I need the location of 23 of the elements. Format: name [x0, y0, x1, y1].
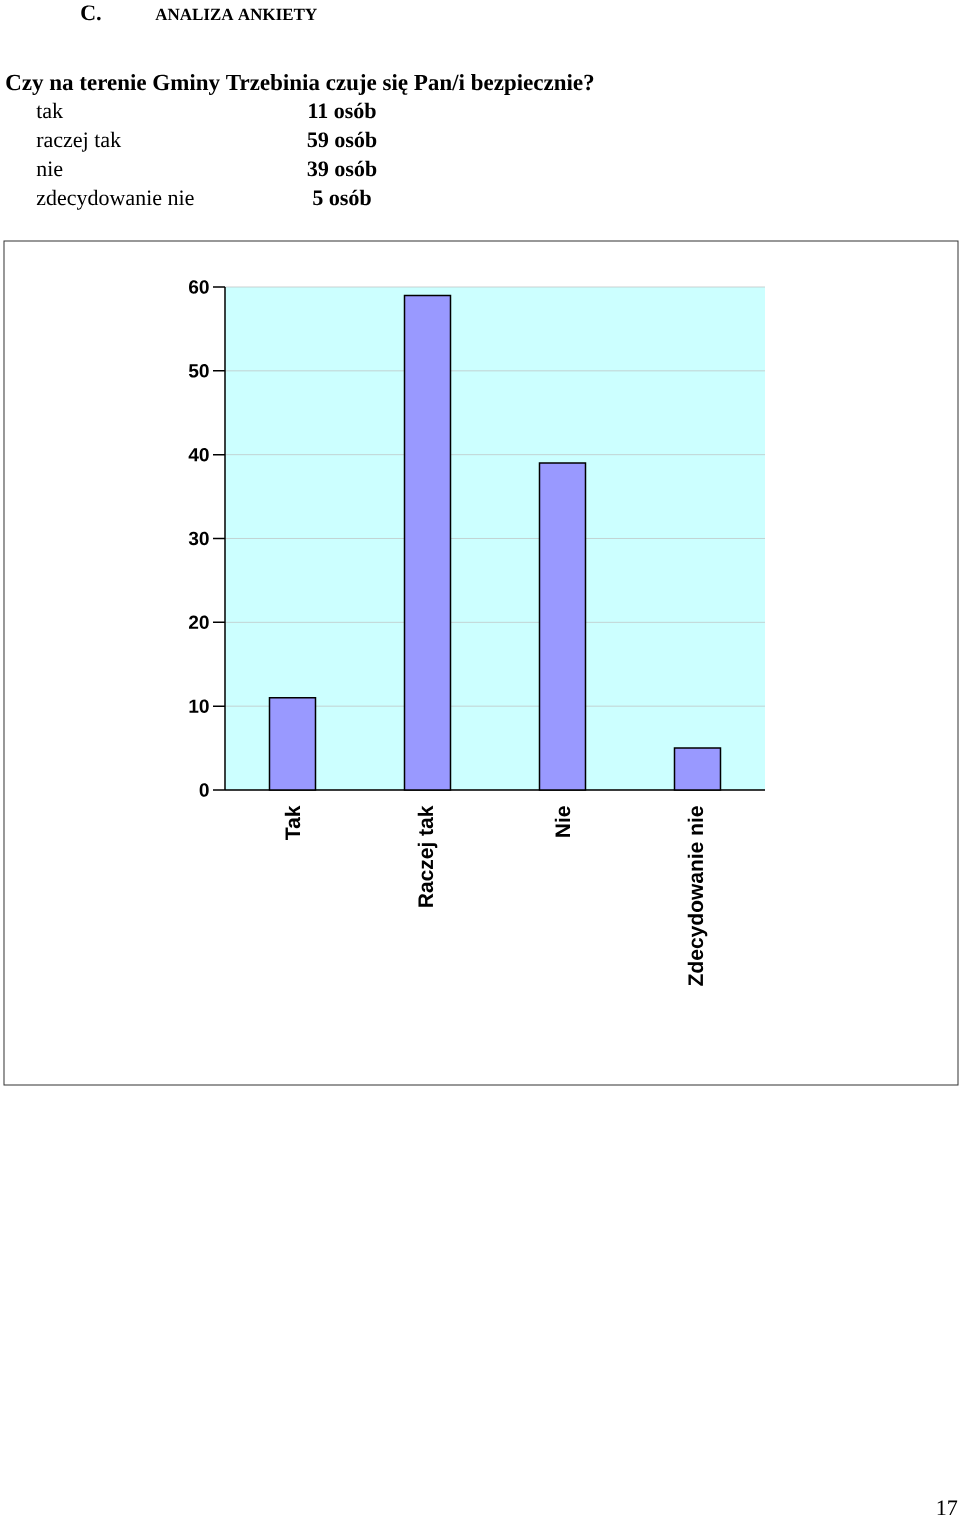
y-tick-label: 40: [188, 447, 209, 462]
y-tick-label: 30: [188, 531, 209, 546]
text: nie: [36, 161, 63, 177]
text: 59 osób: [307, 131, 377, 148]
y-tick-label: 10: [189, 699, 209, 713]
text: zdecydowanie nie: [36, 189, 194, 210]
text: ANALIZA ANKIETY: [155, 8, 317, 20]
text: 11 osób: [309, 102, 376, 119]
text: 17: [937, 1500, 958, 1515]
x-tick-label: Raczej tak: [417, 805, 438, 907]
text: raczej tak: [36, 131, 122, 152]
y-tick-label: 0: [199, 783, 209, 797]
text: C.: [81, 5, 101, 21]
x-tick-label: Nie: [554, 806, 571, 837]
text: 5 osób: [313, 189, 371, 206]
text: 39 osób: [307, 160, 377, 177]
chart-title: Czy na terenie Gminy Trzebinia czuje się Pan/i bezpiecznie?: [6, 74, 594, 95]
x-tick-label: Tak: [284, 805, 301, 840]
y-tick-label: 20: [188, 615, 209, 630]
y-tick-label: 50: [188, 364, 209, 378]
text: tak: [36, 102, 64, 119]
x-tick-label: Zdecydowanie nie: [687, 806, 708, 986]
y-tick-label: 60: [189, 280, 209, 294]
